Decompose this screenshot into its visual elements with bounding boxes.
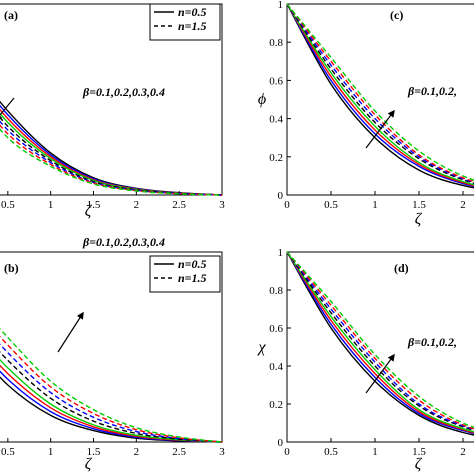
trend-arrow xyxy=(365,353,395,394)
series-line xyxy=(286,3,474,184)
y-tick-label: 0.6 xyxy=(269,75,283,87)
legend-label: n=1.5 xyxy=(178,271,207,285)
trend-arrow xyxy=(365,109,395,149)
panel-d: 0 0.5 1 1.5 2 0 0.2 0.4 0.6 0.8 1 ζ χ (d) β=0.1,0.2, xyxy=(256,247,474,473)
legend: n=0.5n=1.5 xyxy=(149,255,221,293)
series-line xyxy=(0,128,223,196)
series-line xyxy=(286,251,474,435)
y-axis-label: ϕ xyxy=(258,91,266,108)
series-line xyxy=(286,3,474,184)
y-tick-label: 0 xyxy=(278,190,284,202)
panel-label: (b) xyxy=(4,261,19,275)
trend-arrow xyxy=(0,97,15,122)
series-line xyxy=(0,100,223,196)
panel-label: (a) xyxy=(4,8,18,22)
parameter-annotation: β=0.1,0.2, xyxy=(407,335,457,349)
legend: n=0.5n=1.5 xyxy=(149,3,221,41)
panel-b: 0.5 1 1.5 2 2.5 3 ζ (b) β=0.1,0.2,0.3,0.4 n=0.5n=… xyxy=(0,235,225,473)
x-axis-label: ζ xyxy=(85,203,93,220)
x-tick-label: 1 xyxy=(48,446,54,458)
y-tick-label: 0.8 xyxy=(269,285,283,297)
y-tick-label: 0.8 xyxy=(269,37,283,49)
x-tick-label: 2 xyxy=(134,199,140,211)
x-tick-label: 0 xyxy=(284,446,290,458)
x-tick-label: 2 xyxy=(134,446,140,458)
series-line xyxy=(286,3,474,186)
legend-label: n=0.5 xyxy=(178,5,207,19)
series-line xyxy=(0,124,223,196)
x-tick-label: 3 xyxy=(219,446,225,458)
y-tick-label: 0 xyxy=(278,437,284,449)
series-line xyxy=(286,251,474,433)
parameter-annotation: β=0.1,0.2,0.3,0.4 xyxy=(82,235,165,249)
panel-a: 0.5 1 1.5 2 2.5 3 ζ (a) β=0.1,0.2,0.3,0.4 n=0.5n=… xyxy=(0,3,225,220)
x-tick-label: 1.5 xyxy=(87,199,101,211)
x-axis-label: ζ xyxy=(415,211,423,228)
series-line xyxy=(0,376,223,443)
x-tick-label: 1 xyxy=(48,199,54,211)
series-line xyxy=(286,3,474,189)
parameter-annotation: β=0.1,0.2, xyxy=(407,84,457,98)
y-tick-label: 0.4 xyxy=(269,361,283,373)
series-line xyxy=(286,251,474,429)
series-line xyxy=(286,251,474,430)
panel-label: (d) xyxy=(394,261,409,275)
x-tick-label: 2 xyxy=(460,446,466,458)
legend-box xyxy=(149,255,221,293)
series-line xyxy=(286,251,474,431)
x-tick-label: 1.5 xyxy=(87,446,101,458)
series-line xyxy=(0,104,223,196)
series-line xyxy=(0,335,223,443)
y-tick-label: 0.2 xyxy=(269,152,283,164)
x-tick-label: 1.5 xyxy=(412,199,426,211)
x-axis-label: ζ xyxy=(415,456,423,473)
panel-c: 0 0.5 1 1.5 2 0 0.2 0.4 0.6 0.8 1 ζ ϕ (c) β=0.1,0.2, xyxy=(258,0,474,228)
series-line xyxy=(0,120,223,196)
y-tick-label: 0.4 xyxy=(269,114,283,126)
x-tick-label: 2 xyxy=(460,199,466,211)
x-tick-label: 1 xyxy=(372,199,378,211)
trend-arrow xyxy=(57,311,84,353)
x-tick-label: 3 xyxy=(219,199,225,211)
series-line xyxy=(0,370,223,443)
series-line xyxy=(286,251,474,436)
x-tick-label: 2.5 xyxy=(172,199,186,211)
plot-frame xyxy=(286,3,474,196)
series-line xyxy=(0,343,223,443)
legend-label: n=1.5 xyxy=(178,19,207,33)
series-line xyxy=(286,3,474,187)
parameter-annotation: β=0.1,0.2,0.3,0.4 xyxy=(82,85,165,99)
x-tick-label: 0.5 xyxy=(324,199,338,211)
series-line xyxy=(286,3,474,188)
y-axis-label: χ xyxy=(256,339,266,356)
y-tick-label: 1 xyxy=(278,247,284,259)
x-axis-label: ζ xyxy=(85,456,93,473)
x-tick-label: 0.5 xyxy=(1,446,15,458)
series-line xyxy=(0,358,223,443)
y-tick-label: 1 xyxy=(278,0,284,11)
y-tick-label: 0.2 xyxy=(269,399,283,411)
y-tick-label: 0.6 xyxy=(269,323,283,335)
x-tick-label: 1 xyxy=(372,446,378,458)
x-tick-label: 0.5 xyxy=(1,199,15,211)
series-line xyxy=(286,251,474,432)
series-line xyxy=(0,327,223,443)
panel-label: (c) xyxy=(390,8,403,22)
x-tick-label: 0.5 xyxy=(324,446,338,458)
legend-label: n=0.5 xyxy=(178,257,207,271)
x-tick-label: 1.5 xyxy=(412,446,426,458)
x-tick-label: 0 xyxy=(284,199,290,211)
series-line xyxy=(286,3,474,183)
x-tick-label: 2.5 xyxy=(172,446,186,458)
legend-box xyxy=(149,3,221,41)
series-line xyxy=(286,3,474,181)
series-line xyxy=(286,251,474,434)
